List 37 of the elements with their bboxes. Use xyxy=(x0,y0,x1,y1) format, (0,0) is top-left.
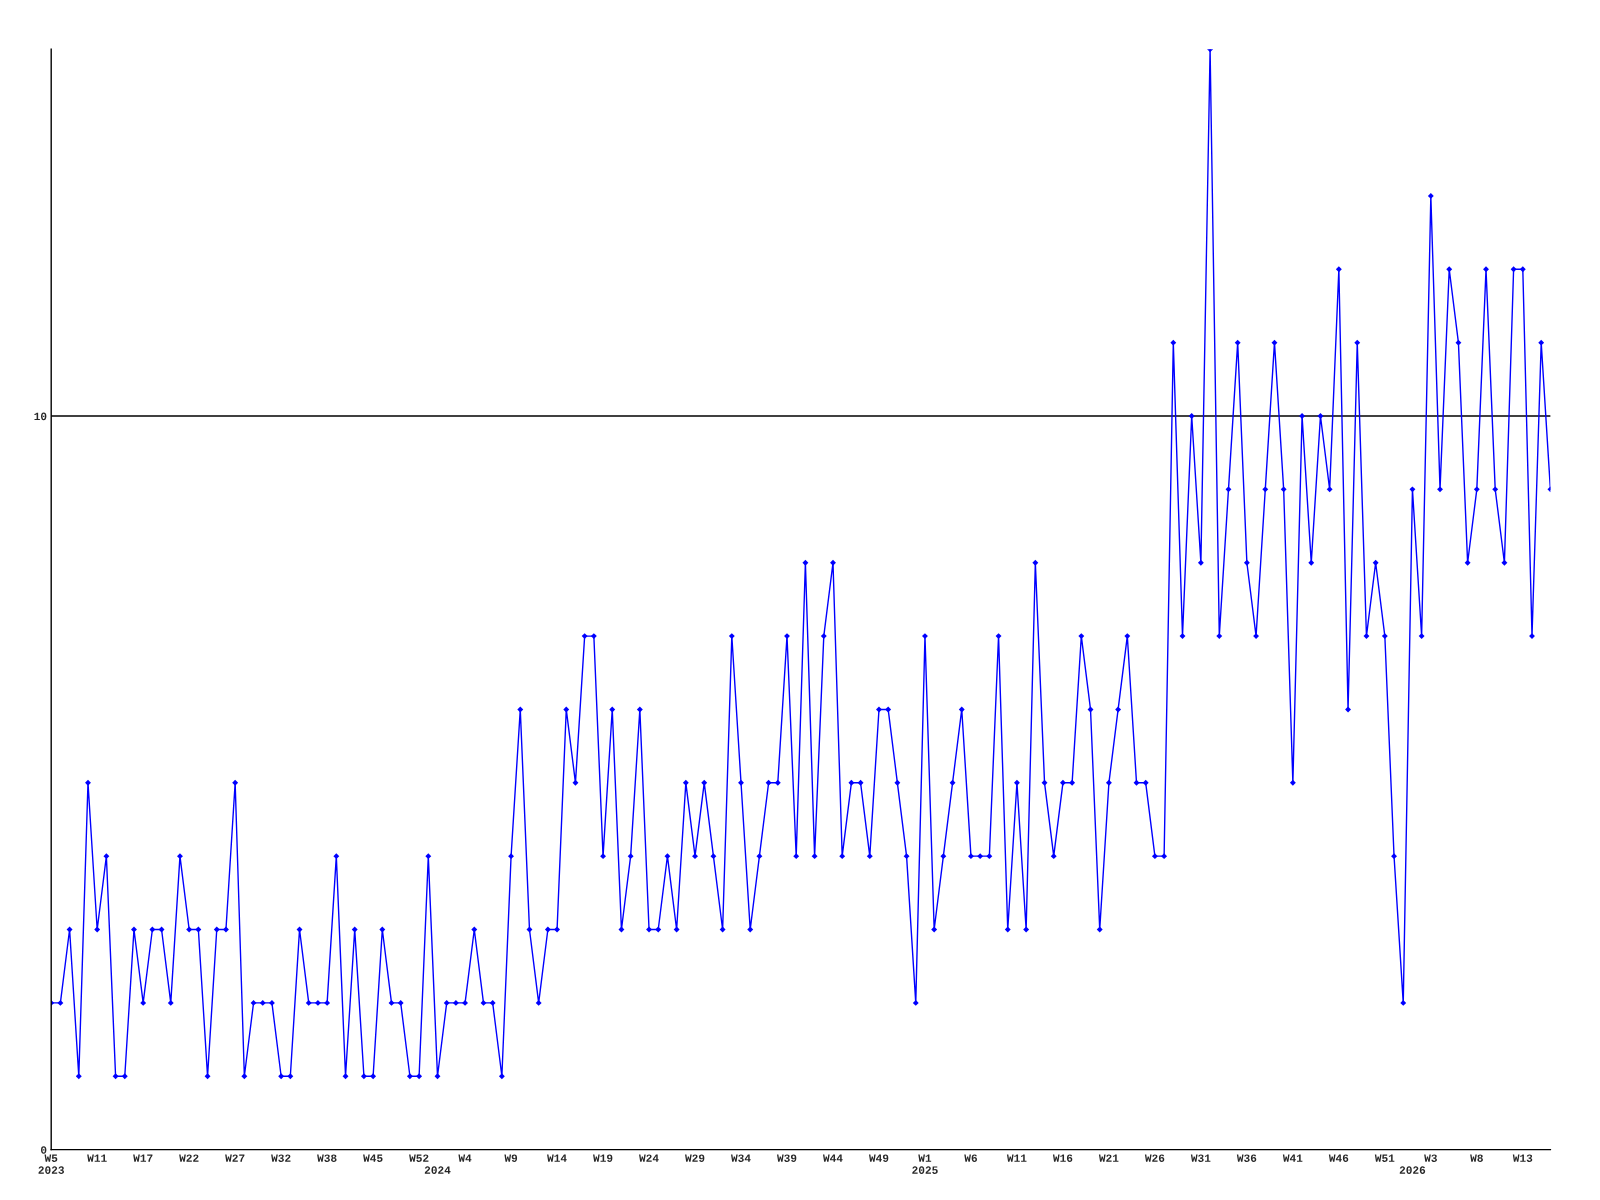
x-tick-label: W49 xyxy=(868,1154,889,1162)
x-tick-label: W26 xyxy=(1144,1154,1165,1162)
x-tick-label: W44 xyxy=(822,1154,843,1162)
x-tick-label: W34 xyxy=(731,1154,751,1162)
x-tick-label: W4 xyxy=(458,1154,472,1162)
x-tick-label: W41 xyxy=(1282,1154,1303,1162)
x-tick-label: W46 xyxy=(1328,1154,1349,1162)
x-tick-label: W14 xyxy=(547,1154,567,1162)
x-tick-label: W13 xyxy=(1512,1154,1533,1162)
x-tick-label: W36 xyxy=(1236,1154,1257,1162)
x-tick-label: 2024 xyxy=(424,1166,451,1174)
x-tick-label: W39 xyxy=(777,1154,797,1162)
x-tick-label: W29 xyxy=(685,1154,705,1162)
x-tick-label: W9 xyxy=(504,1154,518,1162)
y-tick-label: 10 xyxy=(34,412,47,421)
x-tick-label: W8 xyxy=(1470,1154,1483,1162)
x-tick-label: W1 2025 xyxy=(912,1154,938,1174)
x-tick-label: W31 xyxy=(1190,1154,1211,1162)
x-tick-label: W17 xyxy=(133,1154,153,1162)
x-tick-label: W45 xyxy=(363,1154,383,1162)
x-tick-label: W22 xyxy=(179,1154,199,1162)
x-tick-label: W21 xyxy=(1098,1154,1119,1162)
x-tick-label: 2026 xyxy=(1399,1166,1426,1174)
y-tick-label: 0 xyxy=(41,1146,47,1154)
x-tick-label: W5 2023 xyxy=(38,1154,64,1174)
x-tick-label: W51 xyxy=(1374,1154,1395,1162)
x-tick-label: W19 xyxy=(593,1154,613,1162)
x-tick-label: W16 xyxy=(1052,1154,1073,1162)
x-tick-label: W38 xyxy=(317,1154,337,1162)
x-tick-label: W52 xyxy=(409,1154,429,1162)
x-tick-label: W32 xyxy=(271,1154,291,1162)
x-tick-label: W27 xyxy=(225,1154,245,1162)
x-tick-label: W11 xyxy=(1006,1154,1027,1162)
x-tick-label: W11 xyxy=(87,1154,107,1162)
x-tick-label: W6 xyxy=(964,1154,977,1162)
x-tick-label: W24 xyxy=(639,1154,659,1162)
x-tick-label: W3 xyxy=(1424,1154,1437,1162)
